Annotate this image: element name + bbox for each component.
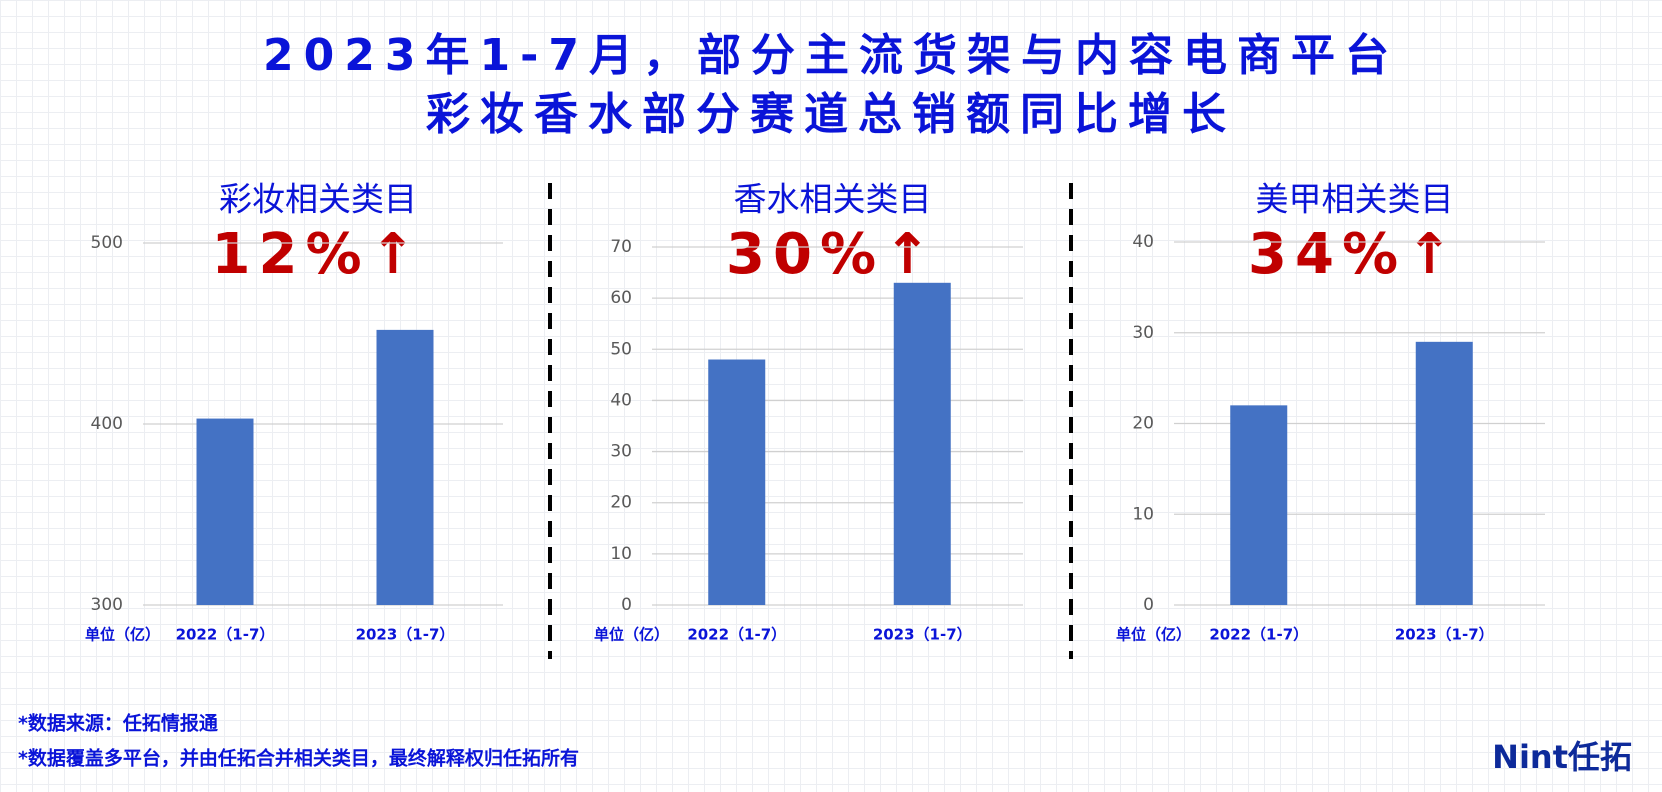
x-tick-label: 2023（1-7） bbox=[873, 626, 972, 644]
y-axis-label: 单位（亿） bbox=[1116, 626, 1191, 644]
footnote: *数据来源：任拓情报通 bbox=[18, 712, 219, 735]
bar bbox=[1230, 405, 1288, 605]
y-axis-label: 单位（亿） bbox=[594, 626, 669, 644]
y-tick-label: 30 bbox=[610, 442, 632, 462]
chart-title: 美甲相关类目 bbox=[1256, 180, 1454, 219]
y-tick-label: 10 bbox=[610, 544, 632, 564]
title-line: 彩妆香水部分赛道总销额同比增长 bbox=[426, 89, 1236, 140]
bar bbox=[1415, 341, 1473, 605]
y-tick-label: 20 bbox=[610, 493, 632, 513]
y-tick-label: 40 bbox=[610, 390, 632, 410]
y-tick-label: 300 bbox=[91, 595, 123, 615]
bar bbox=[708, 359, 766, 605]
x-tick-label: 2022（1-7） bbox=[687, 626, 786, 644]
y-axis-label: 单位（亿） bbox=[85, 626, 160, 644]
bar bbox=[376, 329, 434, 605]
x-tick-label: 2023（1-7） bbox=[1395, 626, 1494, 644]
y-tick-label: 0 bbox=[1143, 595, 1154, 615]
y-tick-label: 20 bbox=[1132, 414, 1154, 434]
bar bbox=[893, 282, 951, 605]
y-tick-label: 400 bbox=[91, 414, 123, 434]
x-tick-label: 2023（1-7） bbox=[356, 626, 455, 644]
title-line: 2023年1-7月，部分主流货架与内容电商平台 bbox=[263, 30, 1399, 81]
annotation: 12%↑ bbox=[212, 222, 425, 287]
annotation: 30%↑ bbox=[726, 222, 939, 287]
y-tick-label: 50 bbox=[610, 339, 632, 359]
y-tick-label: 70 bbox=[610, 237, 632, 257]
annotation: 34%↑ bbox=[1248, 222, 1461, 287]
chart-title: 彩妆相关类目 bbox=[219, 180, 417, 219]
chart-title: 香水相关类目 bbox=[734, 180, 932, 219]
bar bbox=[196, 418, 254, 605]
y-tick-label: 30 bbox=[1132, 323, 1154, 343]
x-tick-label: 2022（1-7） bbox=[176, 626, 275, 644]
footnote: *数据覆盖多平台，并由任拓合并相关类目，最终解释权归任拓所有 bbox=[18, 747, 579, 770]
y-tick-label: 60 bbox=[610, 288, 632, 308]
y-tick-label: 500 bbox=[91, 233, 123, 253]
y-tick-label: 40 bbox=[1132, 232, 1154, 252]
x-tick-label: 2022（1-7） bbox=[1209, 626, 1308, 644]
logo: Nint任拓 bbox=[1492, 738, 1632, 776]
y-tick-label: 10 bbox=[1132, 504, 1154, 524]
y-tick-label: 0 bbox=[621, 595, 632, 615]
